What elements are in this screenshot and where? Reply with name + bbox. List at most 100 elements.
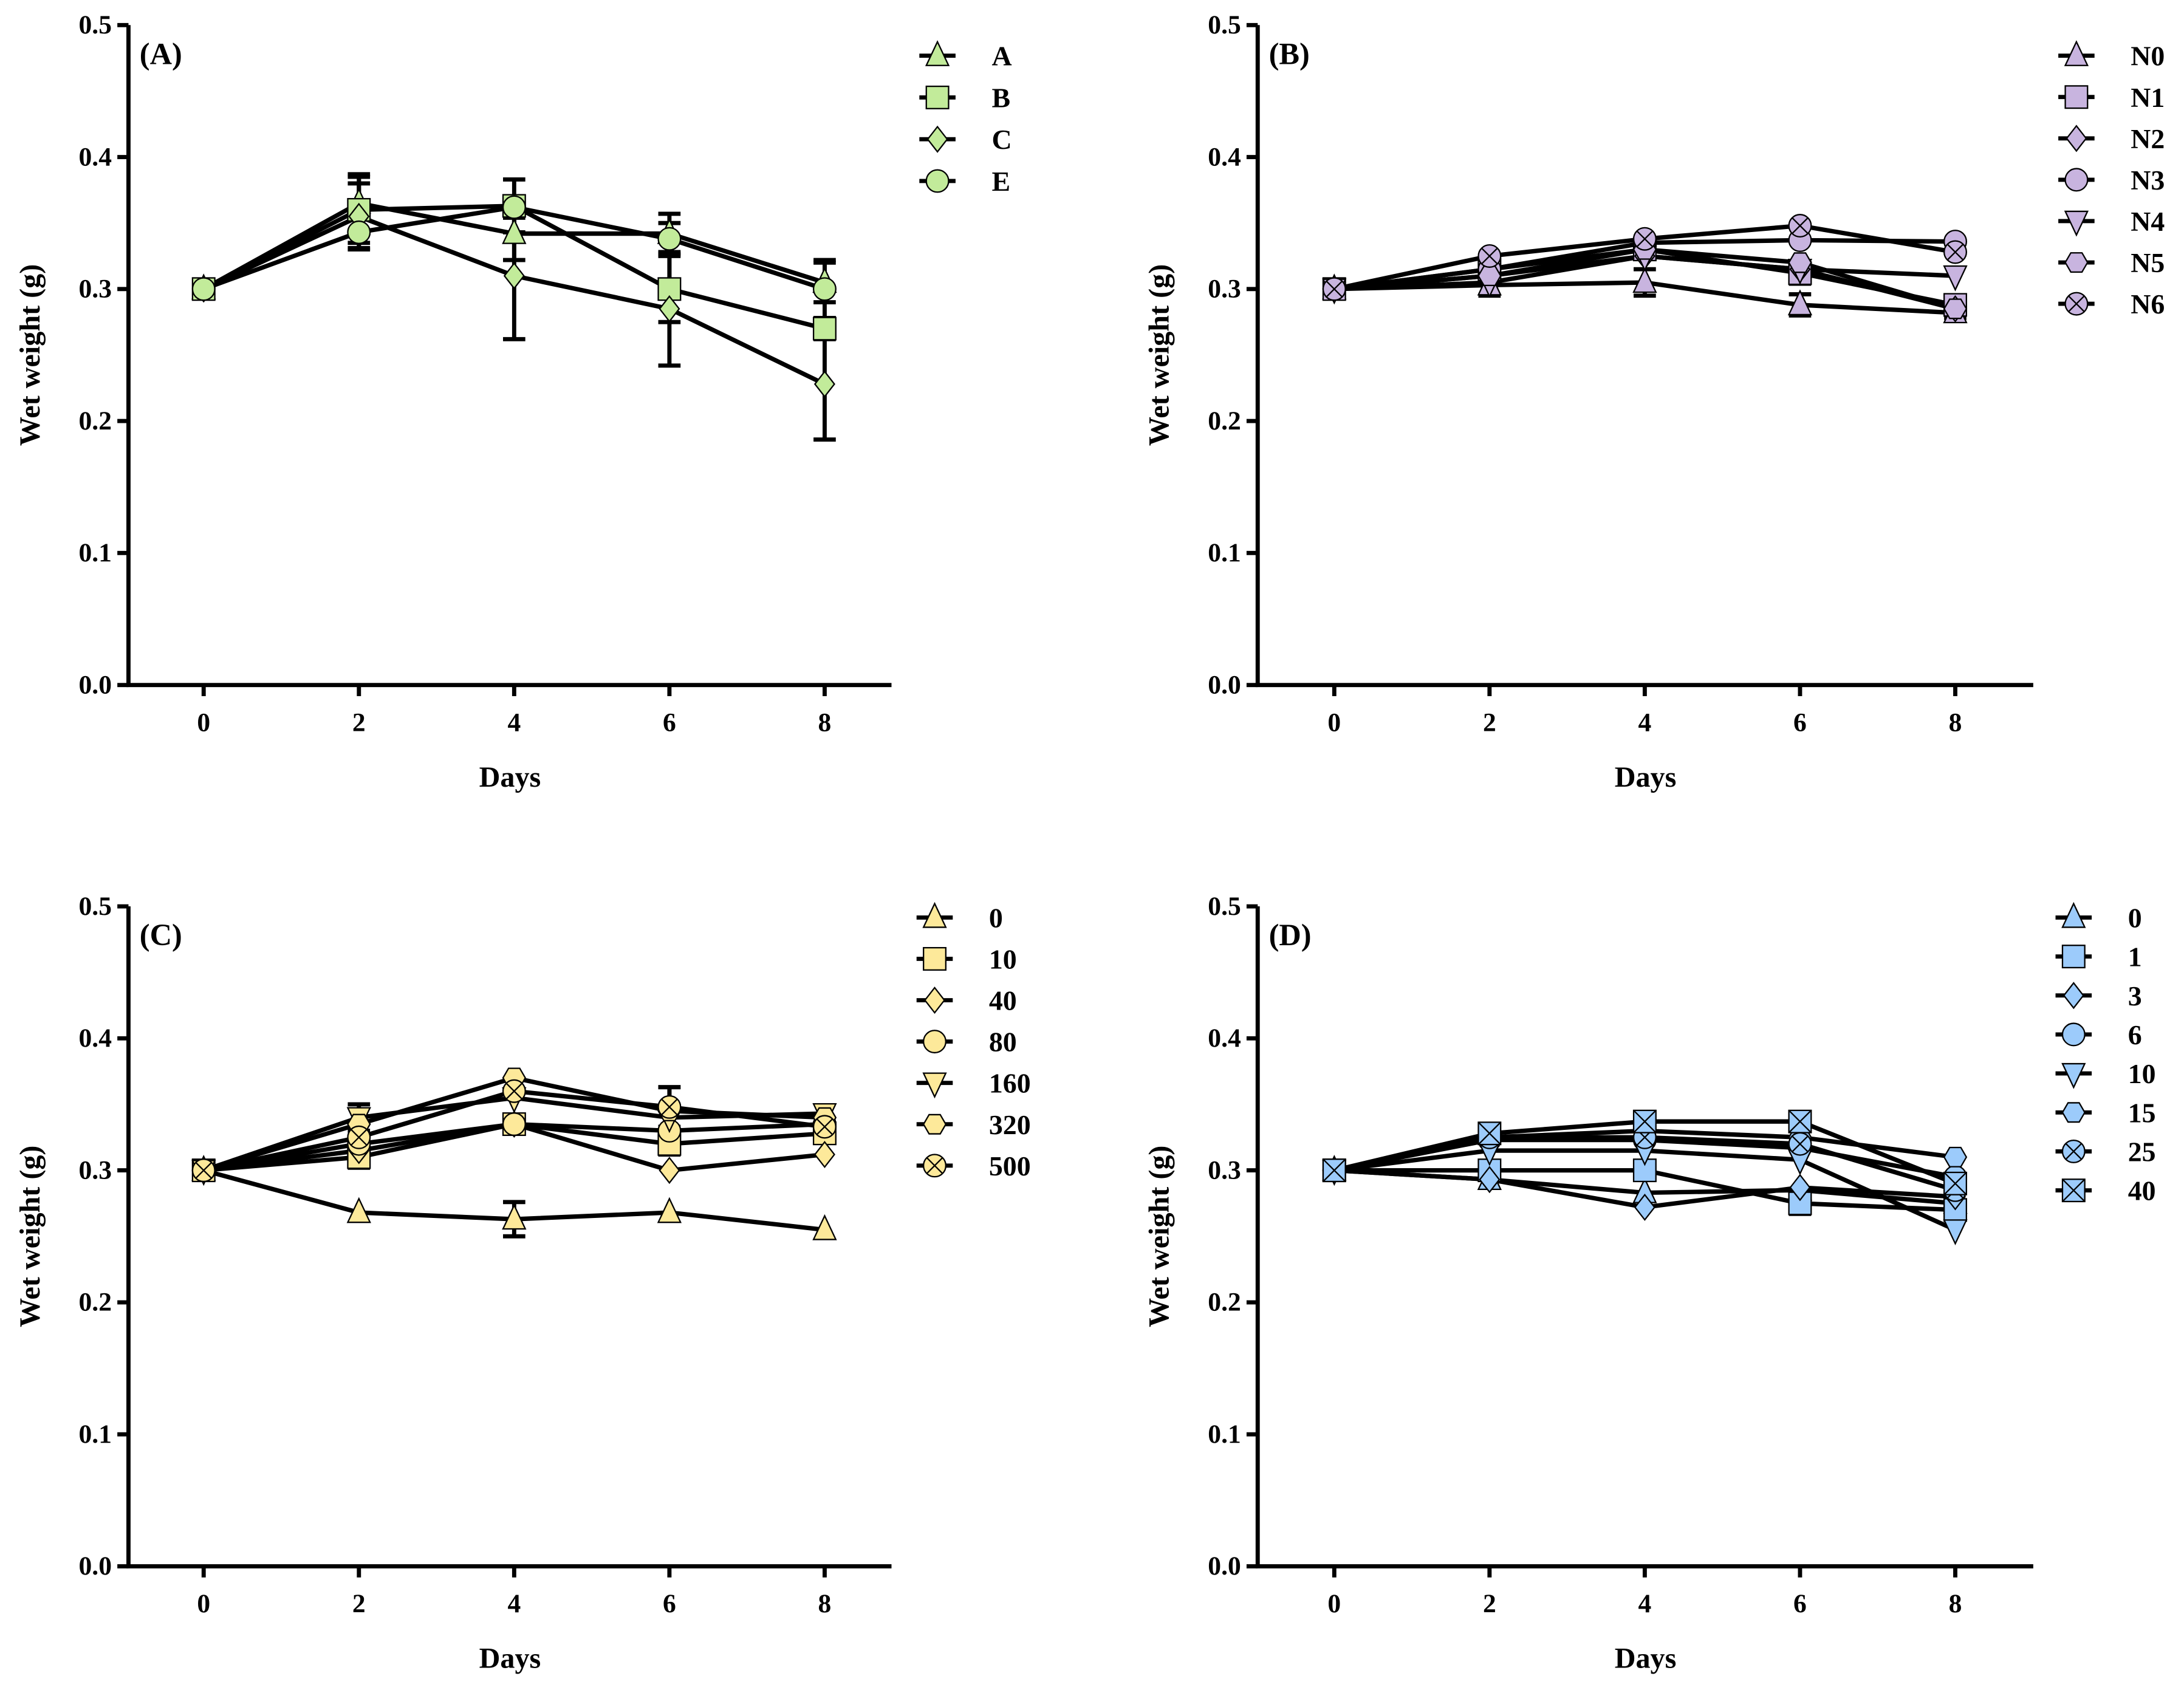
marker-cross [1636,230,1654,248]
legend-item: 1 [2055,942,2142,973]
data-point [1943,265,1968,292]
y-tick-label: 0.5 [1208,892,1241,921]
y-tick-label: 0.4 [1208,142,1241,171]
marker-cross [2062,1178,2086,1202]
legend-label: N1 [2131,82,2165,113]
y-tick-label: 0.1 [1208,1420,1241,1449]
y-tick-label: 0.0 [79,1551,112,1581]
y-tick-label: 0.2 [79,406,112,436]
data-point [1634,1193,1655,1221]
data-point [1632,267,1657,293]
panel-label: (B) [1269,36,1310,70]
legend-label: 500 [989,1151,1031,1182]
x-tick-label: 4 [1638,1589,1652,1618]
legend-label: 15 [2128,1097,2156,1128]
x-tick-label: 8 [818,1589,832,1618]
legend-label: 1 [2128,942,2142,973]
marker-cross [1792,1135,1809,1152]
legend-label: 40 [2128,1175,2156,1206]
marker-cross [1792,217,1809,234]
marker-cross [1946,244,1964,261]
legend-item: 15 [2055,1097,2156,1128]
legend-item: 10 [2055,1058,2156,1089]
legend-item: B [919,82,1010,113]
series-C [202,181,836,442]
legend-item: 40 [916,985,1017,1016]
legend-item: 500 [916,1151,1031,1182]
legend-item: 160 [916,1068,1031,1099]
marker-cross [661,1098,678,1116]
markers-0 [191,1154,837,1240]
y-tick-label: 0.3 [1208,275,1241,304]
data-point [347,220,371,244]
y-tick-label: 0.2 [79,1288,112,1317]
legend-label: N6 [2131,289,2165,320]
x-tick-label: 0 [1327,708,1341,737]
legend-item: 3 [2055,980,2142,1011]
data-point [1477,265,1502,286]
legend-item: N2 [2058,123,2165,154]
marker-cross [926,1157,943,1174]
legend-marker-diamond-icon [926,125,948,153]
legend-marker-down-triangle-icon [2064,210,2089,237]
legend-item: C [919,124,1012,155]
y-tick-label: 0.5 [79,10,112,39]
legend-label: N0 [2131,41,2165,72]
x-tick-label: 4 [507,708,521,737]
marker-cross [1481,247,1498,265]
data-point [659,295,680,323]
legend-label: 0 [2128,902,2142,933]
x-tick-label: 8 [1949,708,1962,737]
legend-label: 6 [2128,1019,2142,1050]
legend-item: N1 [2058,82,2165,113]
legend-label: E [991,166,1010,197]
x-tick-label: 2 [352,708,366,737]
x-tick-label: 6 [1793,708,1807,737]
y-tick-label: 0.3 [1208,1155,1241,1185]
marker-cross [505,1082,523,1100]
x-tick-label: 0 [197,1589,210,1618]
legend-label: 80 [989,1027,1017,1058]
legend-label: B [991,82,1010,113]
legend-marker-down-triangle-icon [922,1072,947,1099]
legend-item: 40 [2055,1175,2156,1206]
marker-cross [2068,295,2085,312]
data-point [657,1197,682,1223]
legend-item: 320 [916,1109,1031,1140]
x-tick-label: 4 [1638,708,1652,737]
x-axis-label: Days [1615,761,1677,793]
y-axis-label: Wet weight (g) [1143,264,1176,446]
legend-item: 6 [2055,1019,2142,1050]
data-point [1479,1166,1501,1194]
legend-marker-diamond-icon [2062,982,2084,1010]
panel-label: (A) [140,36,182,70]
legend-item: A [919,40,1012,72]
y-tick-label: 0.4 [79,1024,112,1053]
y-axis-label: Wet weight (g) [14,264,46,446]
marker-cross [1633,1110,1657,1134]
legend-label: 10 [989,944,1017,975]
legend-marker-square-icon [2061,945,2086,969]
legend-item: N0 [2058,40,2165,72]
legend-marker-square-icon [2064,85,2089,109]
legend-marker-circle-icon [923,1030,947,1054]
x-tick-label: 2 [352,1589,366,1618]
x-axis-label: Days [479,1643,541,1675]
legend-marker-hexagon-icon [2061,1102,2086,1123]
x-tick-label: 6 [663,708,676,737]
legend-label: 3 [2128,980,2142,1011]
legend-item: N5 [2058,247,2165,278]
data-point [1787,289,1813,316]
y-tick-label: 0.1 [79,538,112,567]
y-tick-label: 0.0 [1208,1551,1241,1581]
legend-marker-triangle-icon [922,901,947,928]
data-point [1943,1146,1968,1168]
legend-label: N3 [2131,165,2165,196]
data-point [502,1203,527,1230]
data-point [1943,1219,1968,1245]
legend-item: E [919,166,1010,197]
data-point [813,1141,835,1169]
x-axis-label: Days [1615,1643,1677,1675]
data-point [502,195,526,219]
